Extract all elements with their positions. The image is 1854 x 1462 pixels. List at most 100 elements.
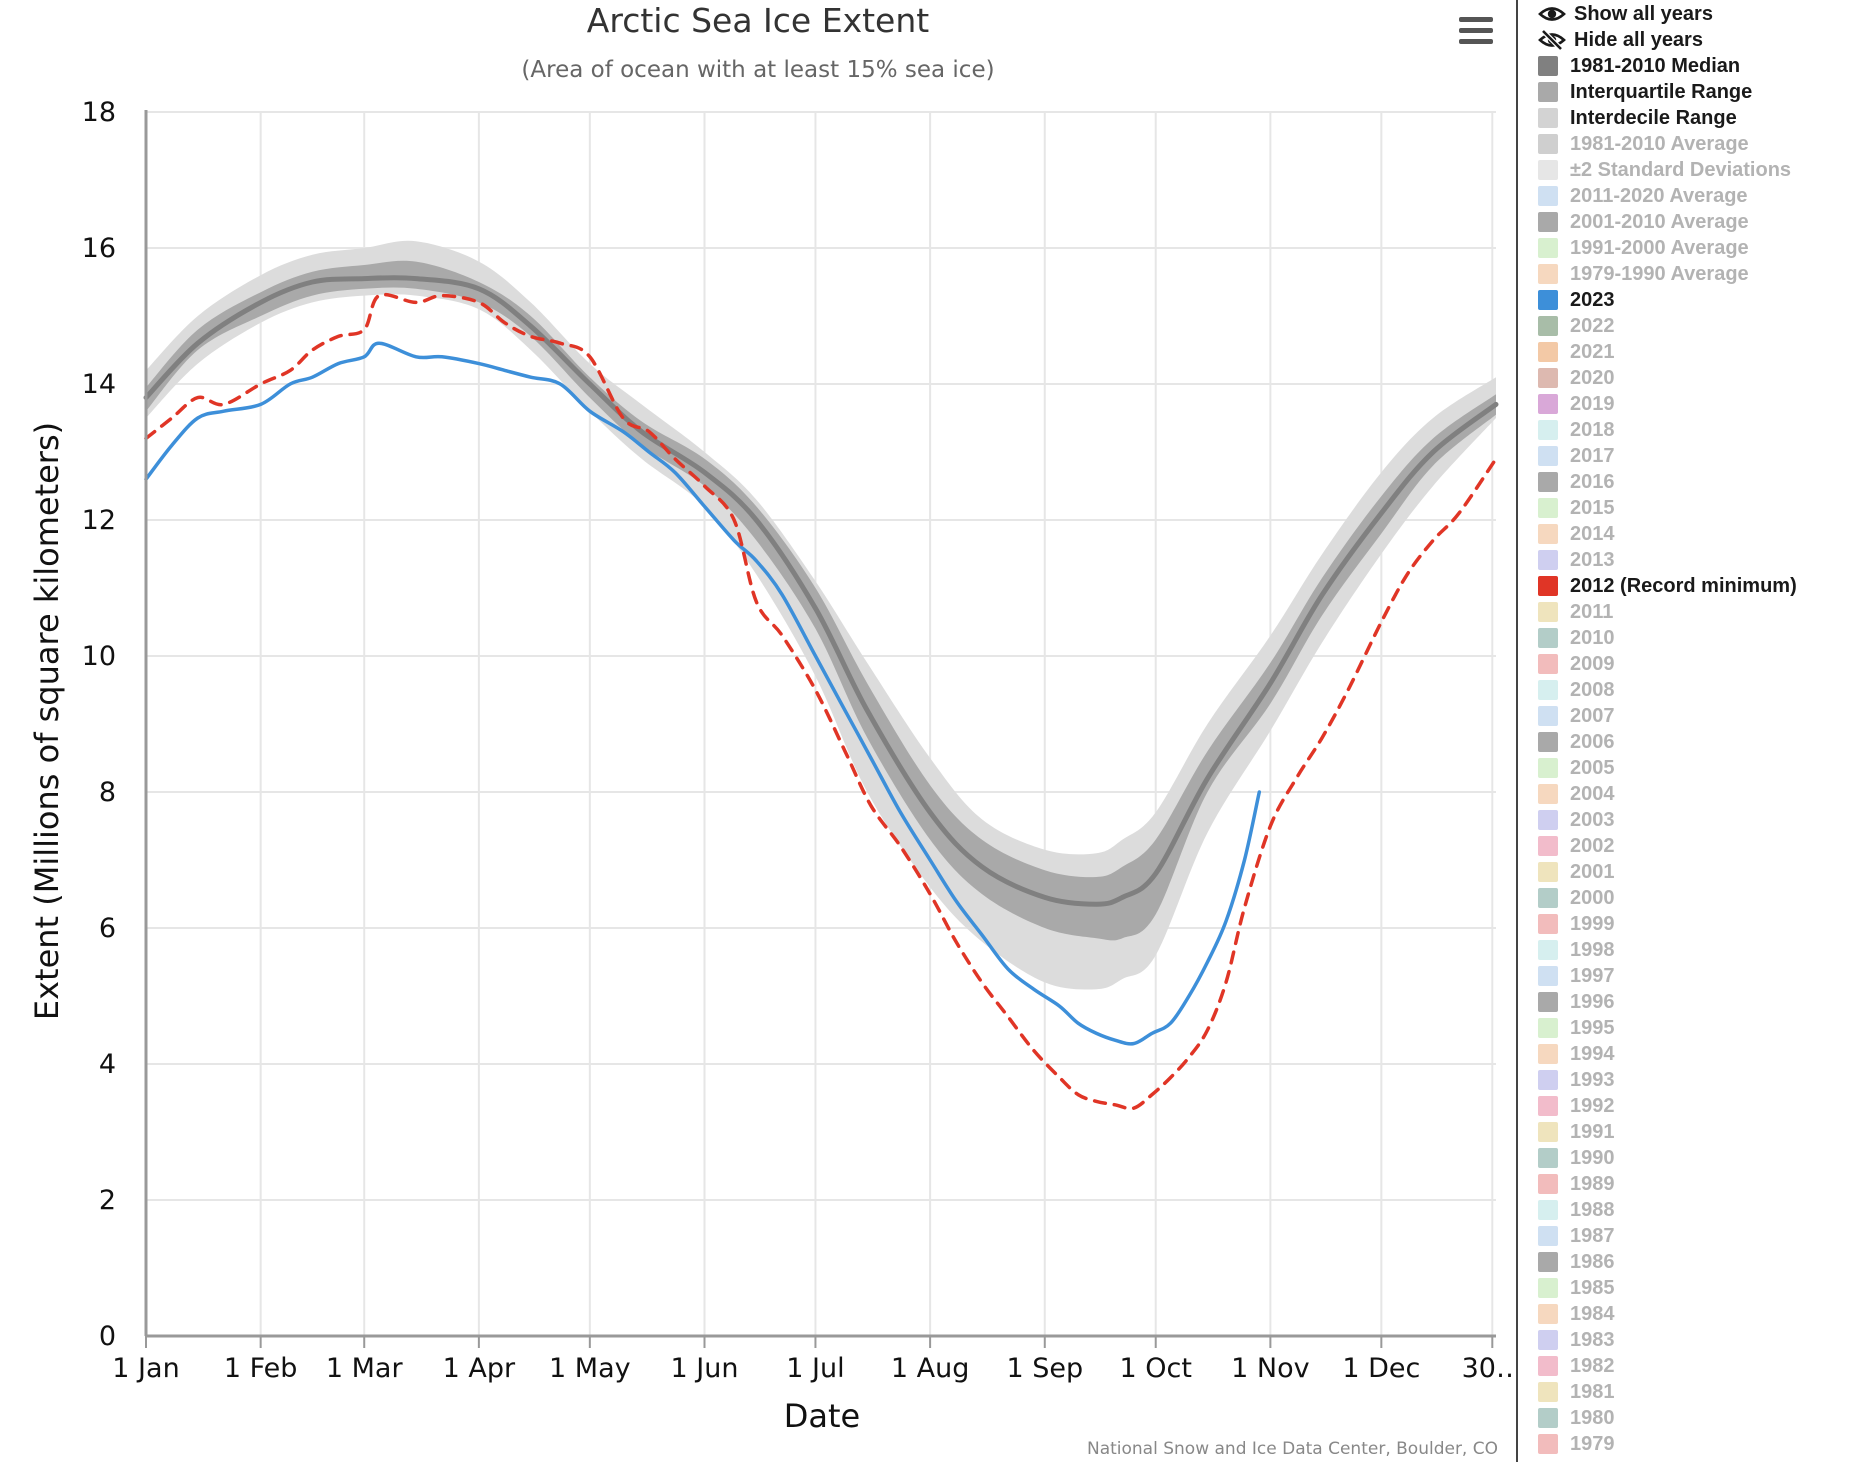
legend-item[interactable]: 1990	[1538, 1145, 1615, 1171]
legend-item[interactable]: 1979-1990 Average	[1538, 261, 1749, 287]
legend-item[interactable]: 1992	[1538, 1093, 1615, 1119]
chart-credit: National Snow and Ice Data Center, Bould…	[1087, 1439, 1498, 1459]
legend-item[interactable]: ±2 Standard Deviations	[1538, 157, 1791, 183]
legend-swatch	[1538, 420, 1558, 440]
legend-item[interactable]: 1993	[1538, 1067, 1615, 1093]
legend-item[interactable]: 2015	[1538, 495, 1615, 521]
x-tick-label: 1 Jan	[112, 1353, 179, 1384]
legend-item-label: 1981-2010 Average	[1570, 132, 1749, 155]
legend-item-label: 2010	[1570, 626, 1615, 649]
legend-item[interactable]: 1985	[1538, 1275, 1615, 1301]
legend-swatch	[1538, 1096, 1558, 1116]
legend-item[interactable]: 1994	[1538, 1041, 1615, 1067]
x-tick-label: 1 Apr	[443, 1353, 516, 1384]
legend-item[interactable]: 1979	[1538, 1431, 1615, 1457]
legend-item[interactable]: 2007	[1538, 703, 1615, 729]
legend-item[interactable]: 2006	[1538, 729, 1615, 755]
legend-item[interactable]: 1981	[1538, 1379, 1615, 1405]
legend-item-label: 2000	[1570, 886, 1615, 909]
legend-swatch	[1538, 862, 1558, 882]
legend-swatch	[1538, 758, 1558, 778]
legend-item[interactable]: 2020	[1538, 365, 1615, 391]
legend-item-label: 1986	[1570, 1250, 1615, 1273]
legend-item-label: 2007	[1570, 704, 1615, 727]
legend-item-label: 2001-2010 Average	[1570, 210, 1749, 233]
chart-subtitle: (Area of ocean with at least 15% sea ice…	[521, 57, 994, 83]
legend-item[interactable]: 2010	[1538, 625, 1615, 651]
legend-item-label: 2015	[1570, 496, 1615, 519]
show-all-years-button[interactable]: Show all years	[1538, 1, 1713, 27]
legend-swatch	[1538, 108, 1558, 128]
legend-swatch	[1538, 524, 1558, 544]
hide-all-years-button[interactable]: Hide all years	[1538, 27, 1703, 53]
legend-item[interactable]: 2000	[1538, 885, 1615, 911]
legend-swatch	[1538, 1304, 1558, 1324]
legend-item-label: 1982	[1570, 1354, 1615, 1377]
legend-item-label: 1987	[1570, 1224, 1615, 1247]
legend-item[interactable]: 2014	[1538, 521, 1615, 547]
legend-item[interactable]: 2019	[1538, 391, 1615, 417]
legend-swatch	[1538, 1330, 1558, 1350]
legend-item-label: 2019	[1570, 392, 1615, 415]
legend-item[interactable]: 1981-2010 Average	[1538, 131, 1749, 157]
legend-item[interactable]: 1995	[1538, 1015, 1615, 1041]
legend-item[interactable]: 1988	[1538, 1197, 1615, 1223]
legend-item[interactable]: 2003	[1538, 807, 1615, 833]
legend-item[interactable]: 1991-2000 Average	[1538, 235, 1749, 261]
legend-item[interactable]: Interquartile Range	[1538, 79, 1752, 105]
legend-item[interactable]: 2021	[1538, 339, 1615, 365]
legend-item[interactable]: 2023	[1538, 287, 1615, 313]
legend-swatch	[1538, 992, 1558, 1012]
y-axis-title: Extent (Millions of square kilometers)	[28, 422, 66, 1020]
legend-swatch	[1538, 498, 1558, 518]
legend-item[interactable]: 1989	[1538, 1171, 1615, 1197]
y-tick-label: 6	[99, 913, 116, 944]
legend-item-label: 2001	[1570, 860, 1615, 883]
legend-item[interactable]: 2022	[1538, 313, 1615, 339]
legend-item[interactable]: 2001	[1538, 859, 1615, 885]
tick-labels: 0 2 4 6 8 10 12 14 16 18 1 Jan 1 Feb 1 Mar 1 Apr 1 May…	[82, 97, 1516, 1384]
legend-item[interactable]: 2008	[1538, 677, 1615, 703]
legend-item[interactable]: 2013	[1538, 547, 1615, 573]
legend-item-label: 2003	[1570, 808, 1615, 831]
x-tick-label: 1 Aug	[891, 1353, 969, 1384]
x-tick-label: 1 Dec	[1342, 1353, 1420, 1384]
legend-item[interactable]: 2001-2010 Average	[1538, 209, 1749, 235]
legend-swatch	[1538, 1148, 1558, 1168]
legend-item[interactable]: 2011-2020 Average	[1538, 183, 1748, 209]
legend-item[interactable]: 1996	[1538, 989, 1615, 1015]
legend-item-label: 2011-2020 Average	[1570, 184, 1748, 207]
legend-item[interactable]: 1980	[1538, 1405, 1615, 1431]
x-tick-label: 30…	[1462, 1353, 1516, 1384]
series-line-1981-2010-median	[143, 275, 1499, 907]
legend-item[interactable]: Interdecile Range	[1538, 105, 1737, 131]
legend-item[interactable]: 2012 (Record minimum)	[1538, 573, 1797, 599]
legend-item[interactable]: 1987	[1538, 1223, 1615, 1249]
legend-item[interactable]: 1982	[1538, 1353, 1615, 1379]
legend-item[interactable]: 1983	[1538, 1327, 1615, 1353]
legend-item[interactable]: 2005	[1538, 755, 1615, 781]
hamburger-menu-icon[interactable]	[1456, 14, 1496, 48]
x-tick-label: 1 Mar	[326, 1353, 404, 1384]
legend-item[interactable]: 2017	[1538, 443, 1615, 469]
legend-item[interactable]: 2016	[1538, 469, 1615, 495]
legend-item[interactable]: 1999	[1538, 911, 1615, 937]
legend-swatch	[1538, 56, 1558, 76]
legend-item-label: 1984	[1570, 1302, 1615, 1325]
legend-item[interactable]: 1984	[1538, 1301, 1615, 1327]
legend-item[interactable]: 2002	[1538, 833, 1615, 859]
legend-item[interactable]: 2011	[1538, 599, 1613, 625]
legend-swatch	[1538, 82, 1558, 102]
legend-item[interactable]: 2018	[1538, 417, 1615, 443]
y-tick-label: 18	[82, 97, 116, 128]
legend-item[interactable]: 2009	[1538, 651, 1615, 677]
y-tick-label: 14	[82, 369, 116, 400]
legend-item[interactable]: 1986	[1538, 1249, 1615, 1275]
legend-item-label: 2021	[1570, 340, 1615, 363]
legend-item[interactable]: 1981-2010 Median	[1538, 53, 1740, 79]
legend-item[interactable]: 1991	[1538, 1119, 1615, 1145]
legend-item-label: 2008	[1570, 678, 1615, 701]
legend-item[interactable]: 1997	[1538, 963, 1615, 989]
legend-item[interactable]: 2004	[1538, 781, 1615, 807]
legend-item[interactable]: 1998	[1538, 937, 1615, 963]
